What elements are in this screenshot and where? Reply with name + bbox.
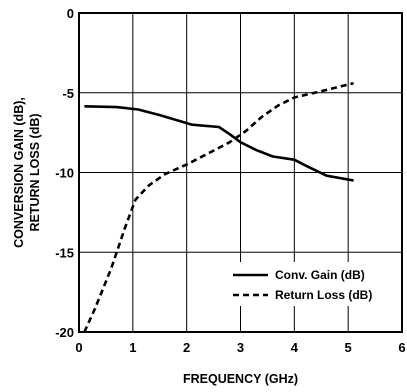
legend: Conv. Gain (dB) Return Loss (dB) <box>225 262 395 306</box>
legend-label-conv-gain: Conv. Gain (dB) <box>275 268 365 282</box>
y-axis-title-line-1: CONVERSION GAIN (dB), <box>12 97 26 248</box>
x-tick-label: 0 <box>75 340 82 355</box>
x-tick-label: 1 <box>129 340 136 355</box>
legend-box <box>225 262 395 306</box>
series-layer <box>83 81 354 333</box>
y-tick-label: -20 <box>55 325 74 340</box>
grid <box>79 13 402 332</box>
y-tick-label: -10 <box>55 166 74 181</box>
x-tick-labels: 0 1 2 3 4 5 6 <box>75 340 405 355</box>
x-axis-title: FREQUENCY (GHz) <box>183 372 298 386</box>
x-tick-label: 3 <box>237 340 244 355</box>
plot-frame <box>78 12 403 333</box>
y-tick-labels: 0 -5 -10 -15 -20 <box>55 6 74 340</box>
series-line-return-loss <box>83 81 354 333</box>
y-tick-label: -15 <box>55 245 74 260</box>
y-axis-title-line-2: RETURN LOSS (dB) <box>28 113 42 231</box>
legend-label-return-loss: Return Loss (dB) <box>275 288 372 302</box>
x-tick-label: 5 <box>345 340 352 355</box>
y-tick-label: -5 <box>62 86 74 101</box>
x-tick-label: 4 <box>291 340 299 355</box>
series-line-conv-gain <box>84 105 354 182</box>
x-tick-label: 6 <box>398 340 405 355</box>
y-tick-label: 0 <box>67 6 74 21</box>
x-tick-label: 2 <box>183 340 190 355</box>
